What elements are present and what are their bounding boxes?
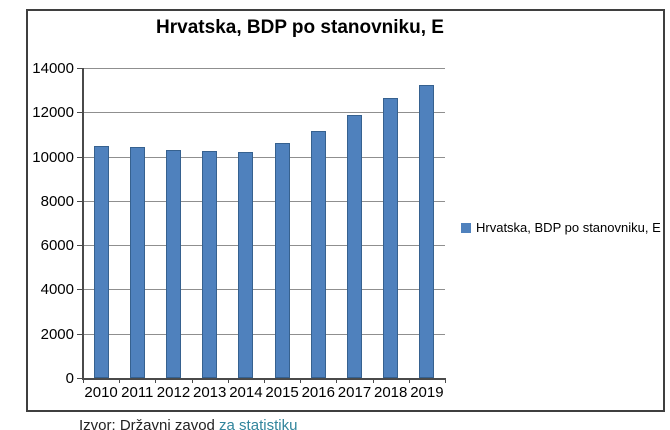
x-axis-label: 2018 [374,384,408,401]
x-axis-label: 2012 [156,384,191,401]
x-axis-label: 2017 [337,384,372,401]
bar [310,131,326,378]
x-axis-tick [227,378,229,383]
y-axis-label: 0 [65,370,74,387]
y-axis-tick [77,333,83,335]
source-caption: Izvor: Državni zavod za statistiku [79,417,297,430]
bar [93,145,109,378]
x-axis-tick [408,378,410,383]
x-axis-tick [264,378,265,383]
gridline [83,68,445,69]
y-axis-tick [77,68,83,69]
legend: Hrvatska, BDP po stanovniku, E [461,220,661,235]
x-axis-label: 2011 [121,384,154,401]
x-axis-label: 2015 [265,384,299,401]
x-axis-label: 2019 [410,384,444,401]
gridline [83,289,445,291]
chart-title: Hrvatska, BDP po stanovniku, E [156,17,444,38]
x-axis-tick [300,378,302,383]
bar [202,151,218,378]
gridline [83,156,445,158]
y-axis-label: 2000 [40,325,74,343]
x-axis-label: 2010 [84,384,118,401]
bar [347,114,362,378]
x-axis-tick [83,378,84,383]
y-axis-label: 4000 [40,281,74,299]
y-axis-tick [77,378,83,379]
y-axis-label: 6000 [40,237,74,255]
y-axis-tick [77,245,83,247]
x-axis-tick [191,378,193,383]
x-axis-tick [372,378,374,383]
gridline [83,112,445,114]
x-axis-label: 2014 [229,384,263,401]
bar [383,97,399,378]
chart-frame [26,9,665,412]
y-axis-label: 12000 [32,104,74,122]
gridline [83,200,445,202]
x-axis-label: 2013 [193,384,227,401]
bar [274,143,290,378]
legend-label: Hrvatska, BDP po stanovniku, E [476,220,661,235]
x-axis-label: 2016 [301,384,335,401]
y-axis-tick [77,112,83,114]
x-axis-tick [445,378,446,383]
x-axis-line [82,378,445,380]
bar [419,84,435,378]
y-axis-tick [77,200,83,202]
y-axis-label: 14000 [32,60,74,77]
gridline [83,245,445,247]
x-axis-tick [155,378,157,383]
bar [129,146,145,378]
y-axis-tick [77,156,83,158]
legend-color-swatch-icon [461,222,471,233]
source-caption-link[interactable]: za statistiku [219,417,298,430]
bar [166,149,181,378]
y-axis-tick [77,289,83,291]
x-axis-tick [336,378,338,383]
gridline [83,333,445,335]
bar [238,152,254,378]
y-axis-label: 10000 [32,148,74,166]
x-axis-tick [119,378,121,383]
source-caption-text: Izvor: Državni zavod [79,417,220,430]
y-axis-line [82,68,84,379]
y-axis-label: 8000 [40,192,74,210]
